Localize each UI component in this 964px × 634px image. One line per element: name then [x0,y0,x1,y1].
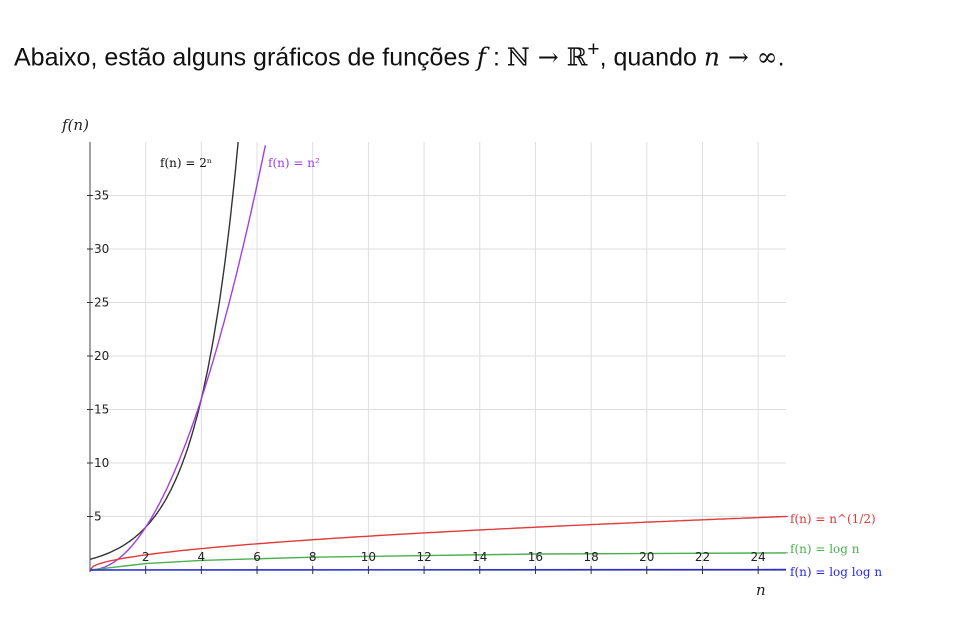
series-line-n2 [90,145,267,571]
x-tick-label-20: 20 [639,550,654,564]
intro-sentence: Abaixo, estão alguns gráficos de funções… [14,38,785,72]
x-tick-label-12: 12 [416,550,431,564]
series-line-2n [90,142,239,560]
intro-prefix: Abaixo, estão alguns gráficos de funções [14,43,477,72]
x-axis-label: n [756,581,766,599]
intro-arrow: → [529,42,567,72]
label-n2: f(n) = n² [268,156,320,170]
intro-middle: , quando [599,43,704,72]
intro-f: f [476,42,487,72]
series-line-loglog [90,568,787,571]
series-line-log [90,552,787,571]
x-tick-label-22: 22 [695,550,710,564]
y-axis-label: f(n) [61,116,89,134]
intro-reals: ℝ [566,42,588,72]
x-tick-label-6: 6 [253,550,261,564]
series-line-sqrt [90,515,787,571]
intro-infinity: ∞ [756,42,778,72]
label-log: f(n) = log n [790,542,860,556]
y-tick-label-15: 15 [94,403,109,417]
intro-plus: + [587,38,600,61]
intro-period: . [777,43,785,72]
label-sqrt: f(n) = n^(1/2) [790,512,876,526]
x-tick-label-10: 10 [361,550,376,564]
y-tick-label-5: 5 [94,510,102,524]
y-tick-label-30: 30 [94,242,109,256]
x-tick-label-4: 4 [198,550,206,564]
x-tick-label-18: 18 [583,550,598,564]
x-tick-label-8: 8 [309,550,317,564]
intro-colon: : [486,43,507,72]
x-tick-label-14: 14 [472,550,487,564]
y-tick-label-25: 25 [94,296,109,310]
label-loglog: f(n) = log log n [790,565,882,579]
intro-n: n [703,42,720,72]
y-tick-label-35: 35 [94,189,109,203]
x-tick-label-2: 2 [142,550,150,564]
intro-arrow2: → [719,42,757,72]
intro-naturals: ℕ [506,42,530,72]
x-tick-label-16: 16 [528,550,543,564]
x-tick-label-24: 24 [751,550,766,564]
label-2n: f(n) = 2ⁿ [160,156,212,170]
y-tick-label-10: 10 [94,456,109,470]
y-tick-label-20: 20 [94,349,109,363]
